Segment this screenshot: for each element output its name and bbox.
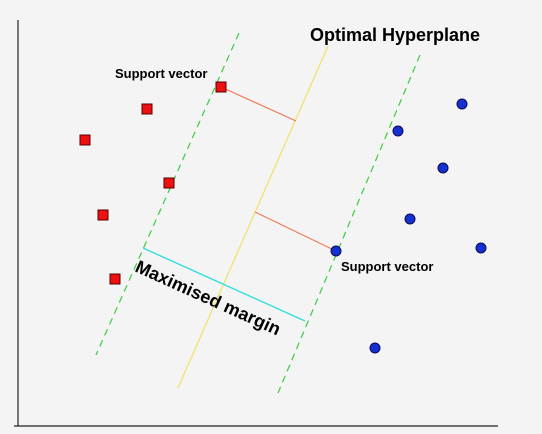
class-b-point <box>456 98 468 110</box>
margin-boundary-left <box>95 32 240 356</box>
class-a-point <box>215 81 227 93</box>
margin-boundary-right <box>277 54 421 394</box>
margin-width-line <box>142 247 306 322</box>
class-a-point <box>141 103 153 115</box>
class-b-points <box>330 98 487 354</box>
optimal-hyperplane-line <box>177 45 329 389</box>
class-a-point <box>79 134 91 146</box>
class-a-point <box>109 273 121 285</box>
class-b-point <box>369 342 381 354</box>
class-a-point <box>97 209 109 221</box>
class-a-points <box>79 81 227 285</box>
class-a-point <box>163 177 175 189</box>
class-b-point <box>475 242 487 254</box>
class-b-point <box>437 162 449 174</box>
distance-line-top <box>220 86 297 122</box>
diagram-title: Optimal Hyperplane <box>310 25 480 45</box>
class-b-point <box>392 125 404 137</box>
distance-line-bottom <box>254 211 337 252</box>
support-vector-label-bottom: Support vector <box>341 259 433 274</box>
class-b-point <box>330 245 342 257</box>
support-vector-label-top: Support vector <box>115 66 207 81</box>
class-b-point <box>404 213 416 225</box>
